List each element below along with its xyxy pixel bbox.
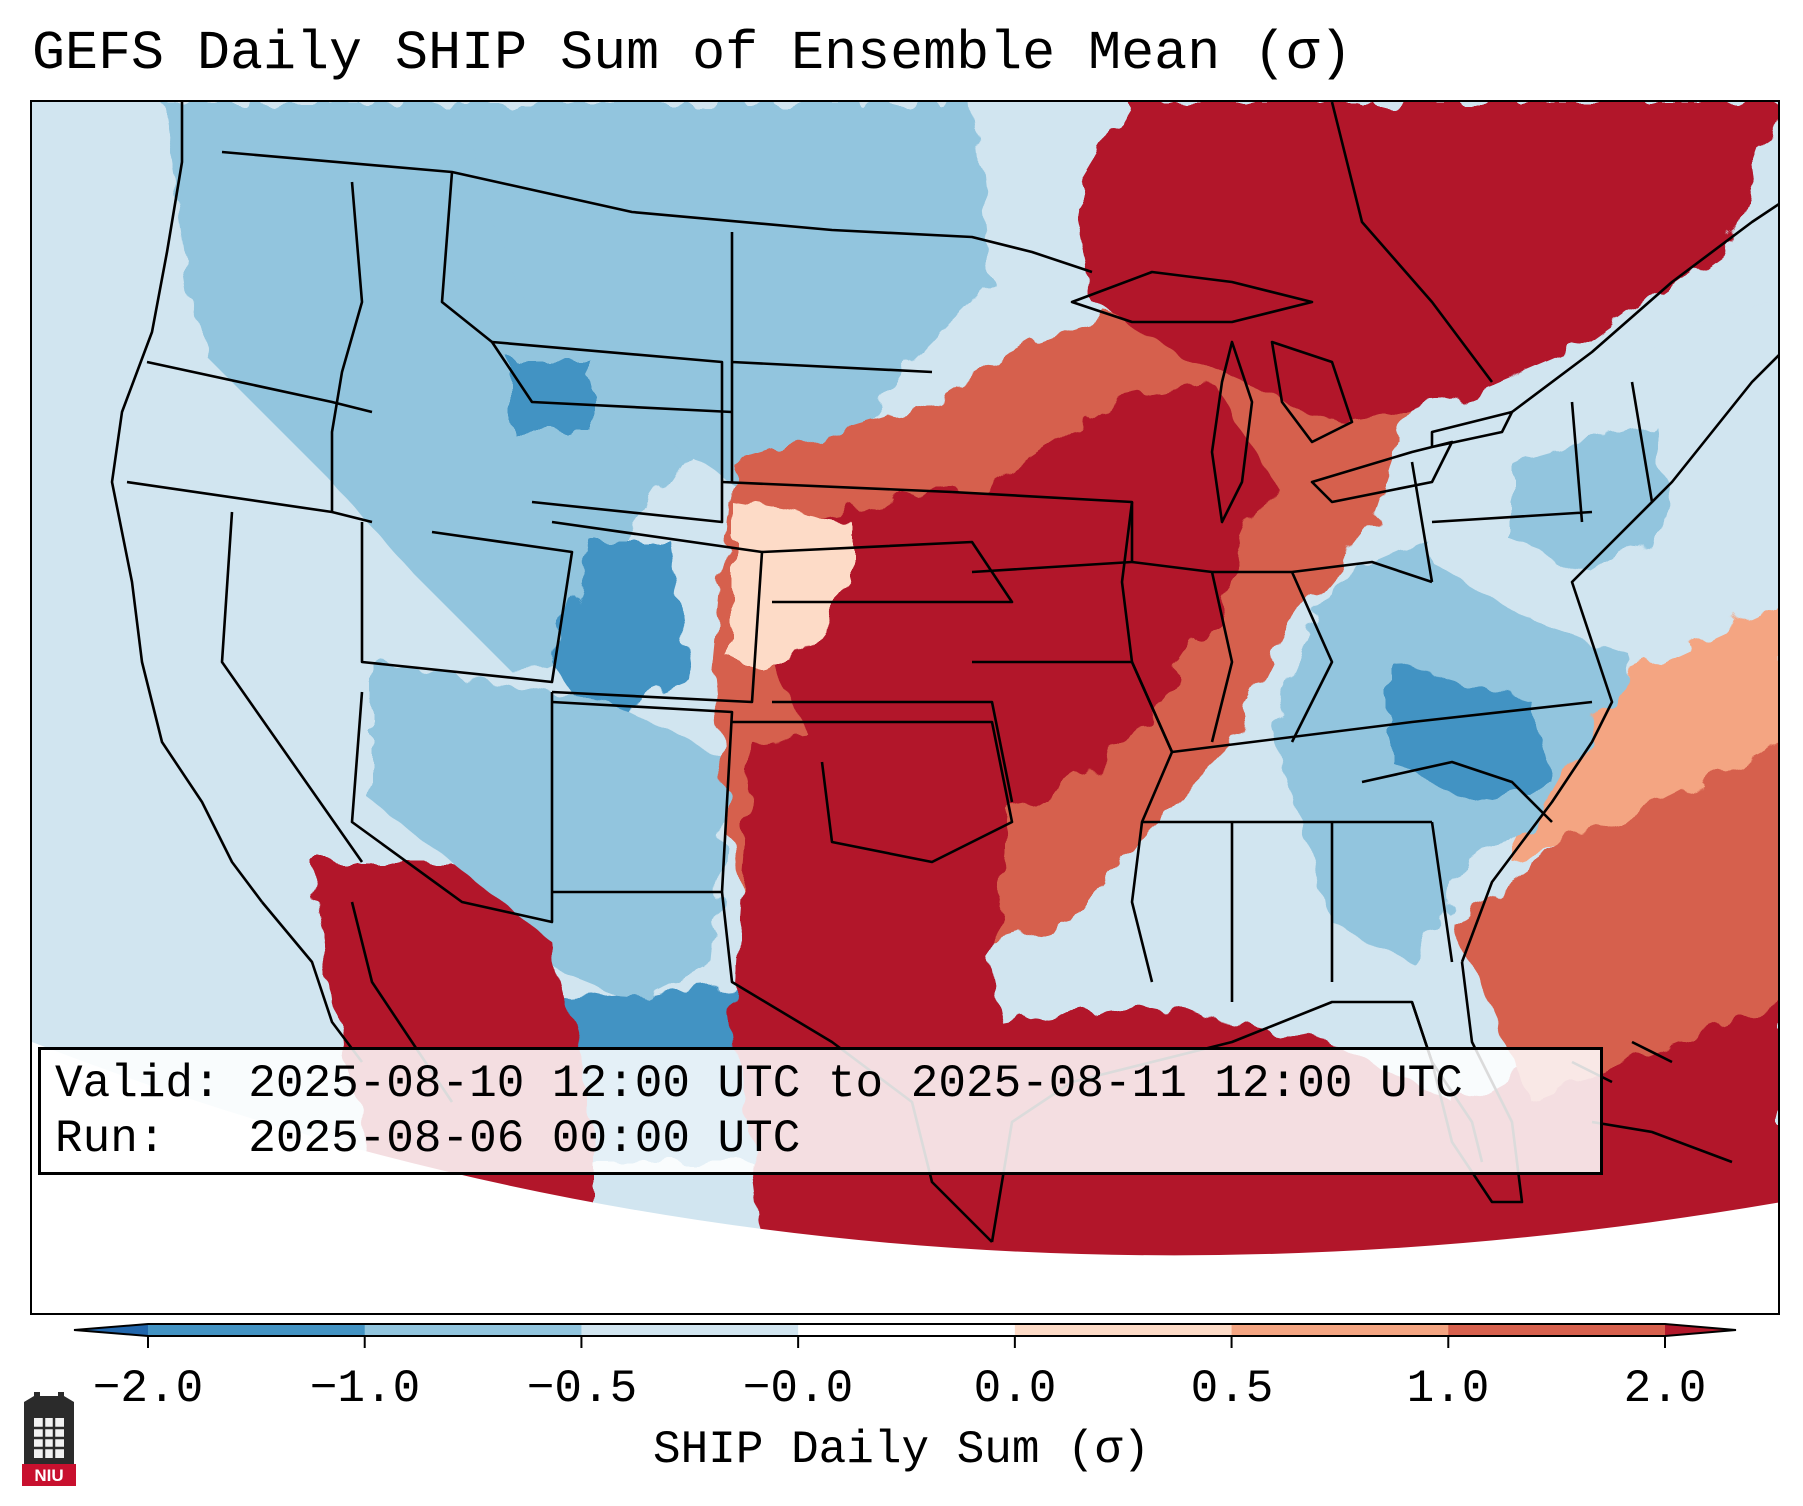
validity-info-box: Valid: 2025-08-10 12:00 UTC to 2025-08-1… <box>38 1047 1603 1175</box>
colorbar-bin <box>1448 1324 1666 1336</box>
colorbar-extend-max <box>1665 1324 1736 1336</box>
newmexico-texas-border <box>551 700 734 894</box>
dakotas-border <box>721 232 953 494</box>
domain-boundary-mask <box>32 1182 149 1313</box>
colorbar-bin <box>364 1324 582 1336</box>
west-coast <box>110 102 264 903</box>
run-label: Run: <box>55 1113 166 1165</box>
colorbar-tick-label: −1.0 <box>309 1363 421 1415</box>
midwest-core-region <box>772 382 1272 822</box>
lake-huron <box>1270 340 1354 444</box>
east-coast <box>1460 354 1778 963</box>
northeast-borders <box>1410 381 1654 583</box>
colorbar-extend-min <box>74 1324 148 1336</box>
idaho-border <box>330 181 364 512</box>
washington-oregon-border <box>146 360 373 414</box>
nevada-border <box>220 511 364 863</box>
plains-transition-region <box>732 502 852 662</box>
tennessee-border <box>1171 700 1593 754</box>
southeast-borders <box>1142 820 1454 1002</box>
niu-logo: NIU <box>22 1392 76 1486</box>
colorbar-tick-label: 1.0 <box>1406 1363 1490 1415</box>
domain-boundary-mask <box>32 1042 1778 1313</box>
nrockies-region <box>512 362 592 432</box>
colorbar-bin <box>798 1324 1016 1336</box>
map-title: GEFS Daily SHIP Sum of Ensemble Mean (σ) <box>32 22 1353 85</box>
carolinas-border <box>1361 760 1553 823</box>
colorbar-tick-label: −0.0 <box>742 1363 854 1415</box>
colorado-region <box>552 542 692 722</box>
colorbar-bin <box>1014 1324 1233 1336</box>
colorbar <box>73 1323 1737 1348</box>
svg-text:NIU: NIU <box>34 1466 63 1485</box>
colorbar-tick-label: −0.5 <box>526 1363 638 1415</box>
utah-border <box>360 522 574 684</box>
oklahoma-border <box>732 720 1014 864</box>
valid-time-range: 2025-08-10 12:00 UTC to 2025-08-11 12:00… <box>248 1058 1463 1110</box>
lake-erie-ontario <box>1310 410 1514 504</box>
colorbar-bin <box>148 1324 366 1336</box>
lake-michigan <box>1210 340 1254 524</box>
colorbar-label: SHIP Daily Sum (σ) <box>653 1424 1150 1476</box>
colorbar-tick-label: 0.5 <box>1190 1363 1274 1415</box>
colorbar-tick-label: 0.0 <box>973 1363 1057 1415</box>
atlantic-transition-region <box>1512 603 1778 862</box>
lake-superior <box>1070 270 1314 324</box>
quebec-border <box>1330 102 1494 383</box>
colorbar-tick-label: 2.0 <box>1623 1363 1707 1415</box>
canada-east-region <box>1072 102 1778 422</box>
st-lawrence <box>1511 203 1778 414</box>
midwest-borders <box>1131 560 1433 743</box>
wyoming-border <box>491 340 724 524</box>
colorbar-tick-label: −2.0 <box>92 1363 204 1415</box>
run-time: 2025-08-06 00:00 UTC <box>248 1113 801 1165</box>
arizona-newmexico-border <box>350 691 554 924</box>
state-borders <box>110 102 1778 1243</box>
atlantic-region <box>1452 743 1778 1102</box>
ne-inland-region <box>1512 422 1672 572</box>
colorbar-bin <box>1231 1324 1449 1336</box>
valid-label: Valid: <box>55 1058 221 1110</box>
colorado-border <box>551 520 764 704</box>
colorbar-bin <box>581 1324 799 1336</box>
